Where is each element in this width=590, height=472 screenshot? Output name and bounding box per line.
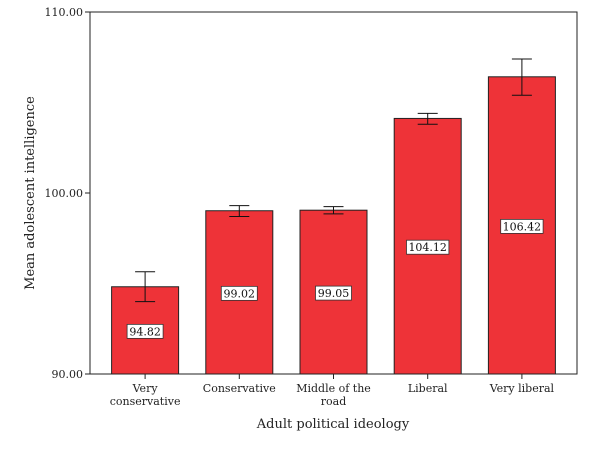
data-label: 106.42 (503, 220, 542, 233)
data-labels-group: 94.82 99.02 99.05 104.12 106.42 (126, 218, 544, 339)
y-tick-label: 110.00 (45, 6, 84, 19)
x-tick-label: Very (132, 382, 159, 395)
data-label: 104.12 (408, 241, 447, 254)
x-tick-label: conservative (110, 395, 181, 408)
y-axis: 90.00 100.00 110.00 (45, 6, 90, 381)
y-tick-label: 100.00 (45, 187, 84, 200)
x-tick-label: road (321, 395, 346, 408)
data-label: 94.82 (129, 325, 161, 338)
data-label-box (500, 218, 544, 234)
data-label-box (220, 285, 258, 301)
x-axis-title: Adult political ideology (256, 417, 410, 432)
x-tick-label: Very liberal (489, 382, 555, 395)
x-tick-label: Conservative (203, 382, 276, 395)
data-label-box (315, 285, 352, 301)
data-label-box (126, 323, 164, 339)
y-axis-title: Mean adolescent intelligence (23, 96, 38, 290)
error-bars-group (135, 58, 532, 303)
y-tick-label: 90.00 (52, 368, 84, 381)
x-tick-label: Liberal (408, 382, 448, 395)
x-tick-label: Middle of the (296, 382, 371, 395)
data-label-box (406, 239, 450, 255)
data-label: 99.05 (318, 287, 350, 300)
data-label: 99.02 (224, 287, 256, 300)
